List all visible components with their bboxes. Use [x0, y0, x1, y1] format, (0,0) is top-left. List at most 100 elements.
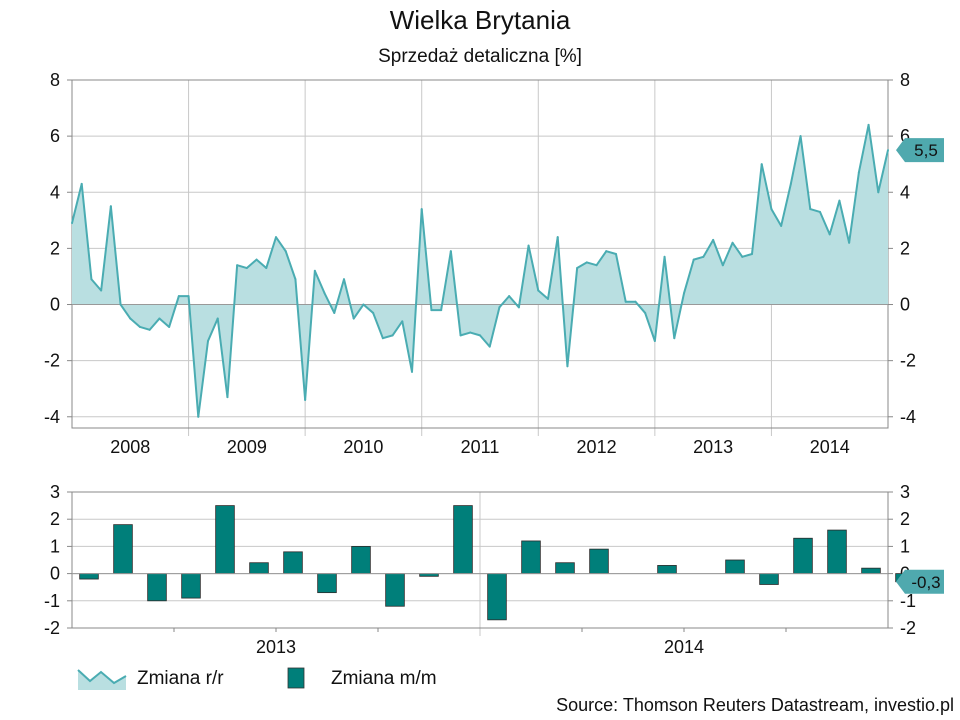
yoy-line-segment — [90, 278, 103, 292]
yoy-line-segment — [294, 278, 307, 401]
y-tick-label-right: -2 — [900, 618, 916, 638]
mom-bar — [725, 559, 745, 575]
mom-bar — [181, 573, 201, 599]
yoy-line-segment — [226, 264, 239, 399]
y-tick-label-right: 3 — [900, 482, 910, 502]
y-tick-label-right: -2 — [900, 351, 916, 371]
y-tick-label-right: 2 — [900, 509, 910, 529]
x-tick-label: 2010 — [343, 437, 383, 457]
mom-bar — [521, 540, 541, 575]
yoy-line-segment — [799, 135, 812, 211]
yoy-line-segment — [488, 306, 501, 348]
y-tick-label-right: 6 — [900, 126, 910, 146]
y-tick-label-left: 2 — [50, 509, 60, 529]
chart-title: Wielka Brytania — [390, 5, 571, 35]
yoy-line-segment — [391, 320, 404, 337]
yoy-line-segment — [848, 171, 860, 244]
mom-bar — [147, 573, 167, 602]
mom-bar — [793, 537, 813, 574]
mom-bar — [657, 565, 677, 575]
mom-bar — [827, 529, 847, 575]
legend-area-swatch — [78, 670, 126, 690]
yoy-line-segment — [828, 199, 841, 236]
yoy-line-segment — [449, 250, 462, 337]
x-tick-label: 2014 — [810, 437, 850, 457]
callout-value: 5,5 — [914, 141, 938, 160]
y-tick-label-left: 3 — [50, 482, 60, 502]
yoy-line-segment — [197, 340, 209, 418]
legend-item-yoy: Zmiana r/r — [77, 668, 224, 690]
last-value-callout: -0,3 — [896, 569, 944, 594]
yoy-line-segment — [498, 295, 511, 309]
yoy-line-segment — [653, 255, 666, 342]
mom-bar — [317, 573, 337, 594]
yoy-line-segment — [857, 123, 870, 174]
mom-bar — [215, 505, 235, 575]
yoy-line-segment — [352, 303, 365, 320]
y-tick-label-left: 1 — [50, 536, 60, 556]
yoy-line-segment — [877, 149, 889, 194]
yoy-line-segment — [479, 334, 491, 348]
x-tick-label: 2008 — [110, 437, 150, 457]
yoy-line-segment — [789, 135, 802, 185]
yoy-line-segment — [71, 182, 83, 225]
yoy-line-segment — [401, 320, 413, 373]
mom-bar — [555, 562, 575, 574]
mom-bar — [453, 505, 473, 575]
yoy-line-segment — [284, 250, 297, 281]
yoy-line-segment — [517, 244, 530, 309]
mom-panel: -2-2-1-10011223320132014-0,3 — [44, 482, 944, 657]
y-tick-label-right: -4 — [900, 407, 916, 427]
yoy-points — [71, 123, 889, 418]
yoy-line-segment — [731, 241, 744, 258]
yoy-line-segment — [809, 208, 821, 213]
yoy-line-segment — [313, 269, 326, 295]
yoy-line-segment — [663, 255, 676, 340]
yoy-panel: -4 -4 -2 -2 0 0 2 2 4 4 6 6 8 8 2008 2009 2010 2011 2012 20… — [44, 70, 944, 457]
yoy-line-segment — [440, 250, 452, 312]
yoy-line-segment — [751, 163, 763, 255]
yoy-line-segment — [741, 253, 753, 258]
yoy-line-segment — [362, 303, 375, 314]
yoy-line-segment — [109, 205, 122, 306]
legend-line-swatch — [77, 669, 127, 685]
yoy-line-segment — [508, 295, 520, 309]
yoy-line-segment — [712, 238, 724, 267]
x-tick-label: 2014 — [664, 637, 704, 657]
chart-subtitle: Sprzedaż detaliczna [%] — [378, 46, 582, 67]
yoy-line-segment — [605, 250, 617, 255]
legend-label-mom: Zmiana m/m — [331, 668, 437, 689]
callout-badge — [896, 138, 944, 163]
yoy-line-segment — [236, 264, 248, 270]
yoy-line-segment — [148, 317, 161, 331]
yoy-line-segment — [304, 269, 316, 401]
yoy-line-segment — [595, 250, 608, 267]
yoy-line-segment — [585, 261, 598, 267]
yoy-line-segment — [527, 244, 540, 292]
x-tick-label: 2013 — [256, 637, 296, 657]
y-tick-label-left: 8 — [50, 70, 60, 90]
mom-bar — [861, 567, 881, 574]
last-value-callout: 5,5 — [896, 138, 944, 163]
y-tick-label-left: -2 — [44, 618, 60, 638]
mom-bar — [249, 562, 269, 574]
yoy-area — [72, 124, 888, 417]
yoy-line-segment — [129, 317, 141, 328]
yoy-line-segment — [566, 267, 579, 368]
yoy-line-segment — [275, 236, 287, 253]
yoy-line-segment — [780, 182, 792, 227]
yoy-line-segment — [420, 208, 433, 312]
yoy-line-segment — [187, 295, 200, 418]
yoy-line-segment — [692, 255, 705, 261]
callout-value: -0,3 — [911, 573, 940, 592]
yoy-line-segment — [333, 278, 345, 314]
source-note: Source: Thomson Reuters Datastream, inve… — [556, 695, 954, 715]
mom-bar — [589, 548, 609, 574]
yoy-line-segment — [372, 311, 384, 340]
yoy-line-segment — [343, 278, 355, 320]
mom-bar — [79, 573, 99, 580]
y-tick-label-left: 2 — [50, 238, 60, 258]
x-tick-label: 2009 — [227, 437, 267, 457]
yoy-line-segment — [702, 238, 715, 258]
yoy-line-segment — [323, 292, 336, 314]
